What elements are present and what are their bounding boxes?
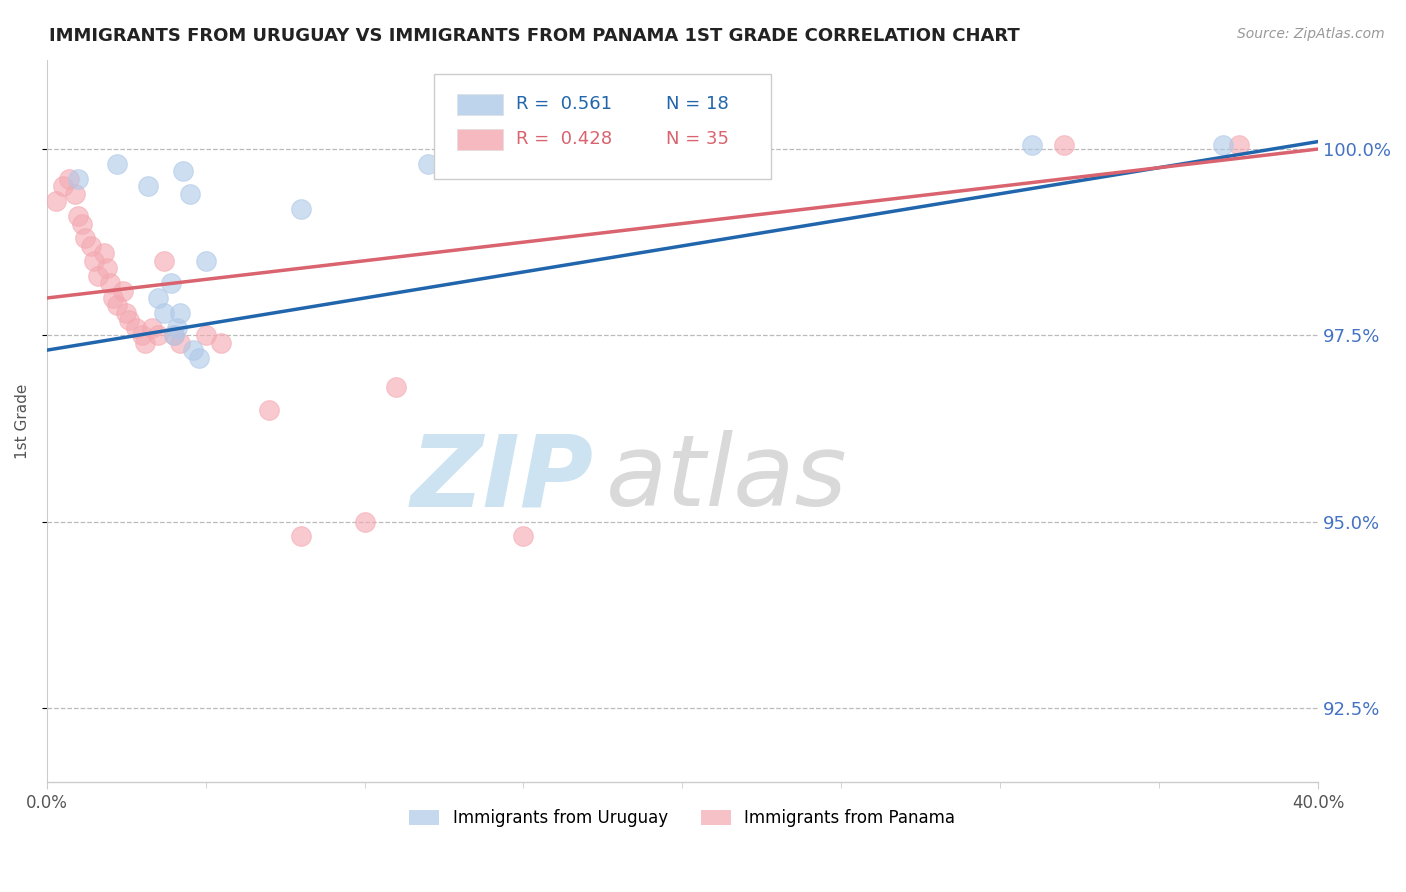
Point: [70, 217, 93, 231]
Point: [51, 179, 73, 194]
Text: R =  0.561: R = 0.561: [516, 95, 612, 113]
Point: [153, 253, 176, 268]
FancyBboxPatch shape: [457, 94, 503, 115]
Point: [141, 321, 163, 335]
Point: [83, 253, 105, 268]
Point: [512, 529, 534, 543]
Point: [111, 284, 134, 298]
Point: [65, 186, 87, 201]
Text: ZIP: ZIP: [411, 430, 593, 527]
Point: [67, 209, 90, 223]
Point: [257, 402, 280, 417]
Point: [153, 306, 176, 320]
Y-axis label: 1st Grade: 1st Grade: [15, 384, 30, 458]
Point: [166, 321, 188, 335]
Point: [159, 276, 181, 290]
Point: [1053, 138, 1076, 153]
Point: [67, 171, 90, 186]
Point: [124, 321, 146, 335]
Text: Source: ZipAtlas.com: Source: ZipAtlas.com: [1237, 27, 1385, 41]
Point: [290, 202, 312, 216]
Point: [134, 335, 156, 350]
Point: [138, 179, 160, 194]
Point: [163, 328, 186, 343]
Point: [194, 328, 217, 343]
Point: [179, 186, 201, 201]
Text: IMMIGRANTS FROM URUGUAY VS IMMIGRANTS FROM PANAMA 1ST GRADE CORRELATION CHART: IMMIGRANTS FROM URUGUAY VS IMMIGRANTS FR…: [49, 27, 1019, 45]
Legend: Immigrants from Uruguay, Immigrants from Panama: Immigrants from Uruguay, Immigrants from…: [401, 801, 963, 836]
Point: [115, 306, 138, 320]
Point: [1227, 138, 1250, 153]
Point: [188, 351, 211, 365]
Point: [118, 313, 141, 327]
Point: [45, 194, 67, 209]
Point: [93, 246, 115, 260]
Point: [163, 328, 186, 343]
Point: [80, 239, 103, 253]
Point: [290, 529, 312, 543]
Point: [98, 276, 121, 290]
Point: [86, 268, 108, 283]
Point: [172, 164, 194, 178]
Point: [103, 291, 125, 305]
Point: [146, 328, 169, 343]
Text: R =  0.428: R = 0.428: [516, 130, 612, 148]
FancyBboxPatch shape: [434, 74, 772, 179]
Point: [105, 157, 128, 171]
Text: N = 18: N = 18: [666, 95, 728, 113]
Point: [1212, 138, 1234, 153]
Point: [181, 343, 204, 358]
Point: [146, 291, 169, 305]
Point: [416, 157, 439, 171]
Text: atlas: atlas: [606, 430, 848, 527]
Point: [353, 515, 375, 529]
Point: [385, 380, 408, 394]
Point: [169, 306, 191, 320]
Point: [105, 298, 128, 312]
Point: [131, 328, 153, 343]
Text: N = 35: N = 35: [666, 130, 728, 148]
Point: [96, 261, 118, 276]
Point: [1021, 138, 1043, 153]
Point: [169, 335, 191, 350]
Point: [194, 253, 217, 268]
Point: [58, 171, 80, 186]
Point: [73, 231, 96, 245]
Point: [211, 335, 233, 350]
FancyBboxPatch shape: [457, 128, 503, 150]
